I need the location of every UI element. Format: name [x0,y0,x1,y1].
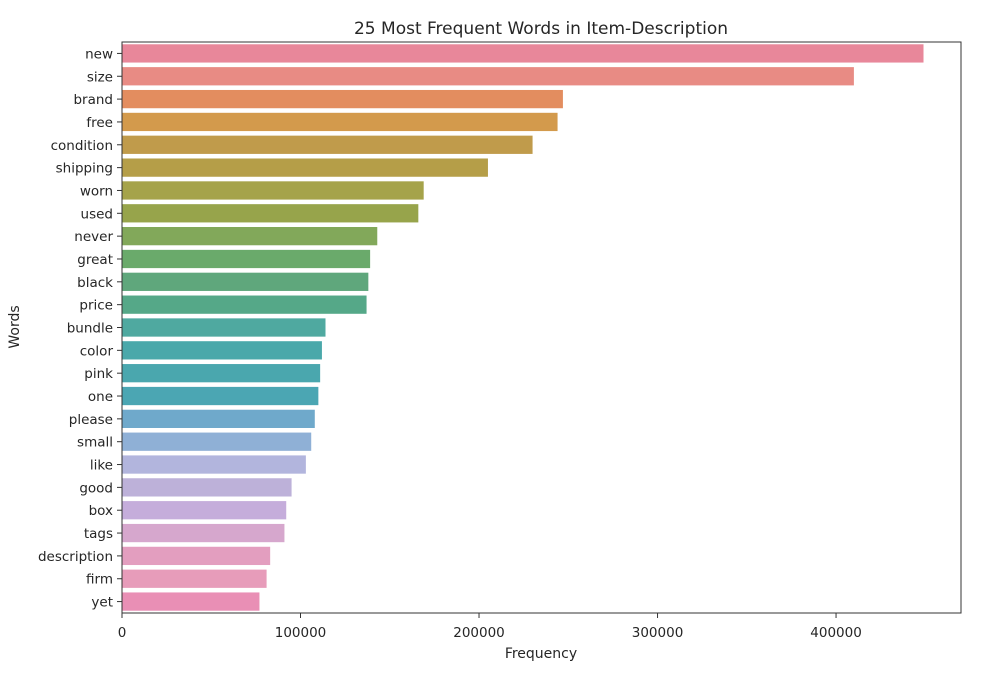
y-tick-label: free [86,115,113,131]
y-tick-label: black [77,275,113,291]
bar-price [122,295,367,314]
y-tick-label: bundle [67,321,113,337]
bar-shipping [122,158,488,177]
y-tick-label: color [80,343,114,359]
y-tick-label: please [69,412,113,428]
bar-free [122,112,558,132]
y-tick-label: never [74,229,113,245]
bar-please [122,409,315,428]
y-tick-label: small [77,435,113,451]
bar-size [122,67,854,86]
bar-box [122,501,287,520]
x-tick-label: 300000 [632,625,684,641]
bar-condition [122,135,533,154]
plot-frame [121,41,962,614]
bar-firm [122,569,267,588]
bar-used [122,204,419,223]
y-tick-label: condition [51,138,113,154]
x-ticks: 0 100000 200000 300000 400000 [118,613,862,641]
y-tick-label: one [88,389,113,405]
bar-worn [122,181,424,200]
y-tick-label: like [90,458,113,474]
x-tick-label: 100000 [275,625,327,641]
x-axis-label: Frequency [505,646,577,662]
bar-one [122,386,319,406]
y-tick-label: box [89,503,113,519]
bar-description [122,546,271,566]
y-axis-label: Words [7,305,23,348]
y-tick-labels: new size brand free condition shipping worn use… [38,46,122,611]
x-tick-label: 400000 [810,625,862,641]
y-tick-label: great [77,252,113,268]
y-tick-label: worn [80,183,113,199]
bar-tags [122,523,285,543]
y-tick-label: good [79,480,113,496]
y-tick-label: price [79,298,113,314]
y-tick-label: new [85,46,113,62]
y-tick-label: size [87,69,113,85]
x-tick-label: 0 [118,625,127,641]
bar-like [122,455,306,474]
y-tick-label: pink [84,366,113,382]
chart-title: 25 Most Frequent Words in Item-Descripti… [354,19,728,39]
bar-never [122,227,378,246]
y-tick-label: brand [73,92,113,108]
y-tick-label: shipping [56,161,113,177]
bar-brand [122,89,563,109]
y-tick-label: description [38,549,113,565]
bars-group [122,44,924,611]
x-tick-label: 200000 [453,625,505,641]
bar-new [122,44,924,63]
bar-bundle [122,318,326,337]
bar-good [122,478,292,497]
y-tick-label: firm [86,572,113,588]
y-tick-label: tags [84,526,113,542]
bar-yet [122,592,260,611]
bar-pink [122,364,321,383]
bar-great [122,249,371,269]
y-tick-label: used [81,206,113,222]
y-tick-label: yet [91,595,113,611]
bar-small [122,432,312,451]
bar-black [122,272,369,291]
bar-color [122,341,322,360]
